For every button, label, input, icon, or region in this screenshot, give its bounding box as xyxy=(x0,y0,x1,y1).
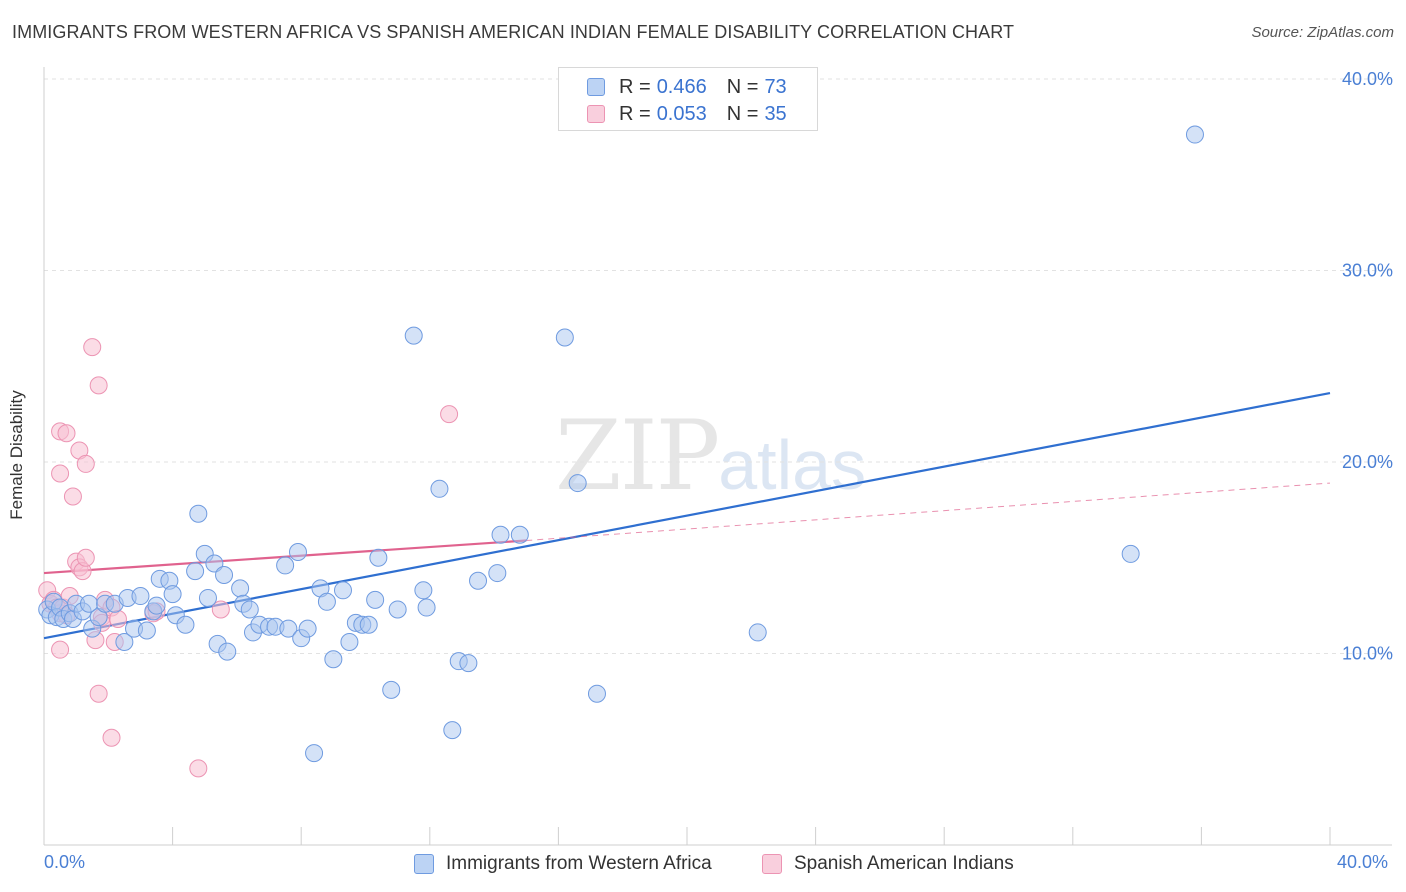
y-tick-label: 30.0% xyxy=(1342,261,1393,281)
data-point-blue xyxy=(305,744,324,763)
data-point-blue xyxy=(430,479,449,498)
chart-title: IMMIGRANTS FROM WESTERN AFRICA VS SPANIS… xyxy=(12,22,1015,42)
data-point-blue xyxy=(369,548,388,567)
data-point-pink xyxy=(211,600,230,619)
data-point-blue xyxy=(404,326,423,345)
legend-n-label: N = xyxy=(726,75,759,98)
legend-row-blue: R = 0.466 N = 73 xyxy=(587,75,787,99)
legend-r-value: 0.466 xyxy=(656,75,707,98)
data-point-blue xyxy=(333,581,352,600)
data-point-blue xyxy=(359,615,378,634)
data-point-blue xyxy=(279,619,298,638)
data-point-blue xyxy=(568,474,587,493)
trend-line-blue xyxy=(43,391,1331,640)
data-point-blue xyxy=(555,328,574,347)
data-point-blue xyxy=(215,565,234,584)
y-tick-label: 10.0% xyxy=(1342,644,1393,664)
data-point-blue xyxy=(240,600,259,619)
data-point-pink xyxy=(440,405,459,424)
data-point-blue xyxy=(491,525,510,544)
data-point-blue xyxy=(748,623,767,642)
y-axis-label: Female Disability xyxy=(7,390,26,520)
bottom-legend-label-blue: Immigrants from Western Africa xyxy=(446,853,712,874)
bottom-legend-pink: Spanish American Indians xyxy=(762,851,1014,877)
watermark-zip: ZIP xyxy=(555,400,720,512)
x-tick-max: 40.0% xyxy=(1337,852,1389,872)
y-tick-labels: 10.0% 20.0% 30.0% 40.0% xyxy=(1342,69,1393,664)
y-tick-label: 20.0% xyxy=(1342,452,1393,472)
bottom-legend-label-pink: Spanish American Indians xyxy=(794,853,1014,874)
data-point-blue xyxy=(176,615,195,634)
data-point-blue xyxy=(317,592,336,611)
data-point-pink xyxy=(51,464,70,483)
data-point-blue xyxy=(218,642,237,661)
data-point-blue xyxy=(231,579,250,598)
bottom-legend-blue: Immigrants from Western Africa xyxy=(414,851,712,877)
legend-r-label: R = xyxy=(619,102,651,125)
data-point-blue xyxy=(510,525,529,544)
legend-n-label: N = xyxy=(726,102,759,125)
data-point-blue xyxy=(131,587,150,606)
watermark: ZIPatlas xyxy=(555,400,866,512)
data-point-blue xyxy=(324,650,343,669)
legend-swatch-pink xyxy=(587,105,605,123)
trend-line-pink-extension xyxy=(526,482,1331,542)
legend-n-value: 73 xyxy=(764,75,787,98)
data-point-blue xyxy=(137,621,156,640)
data-point-blue xyxy=(340,633,359,652)
data-point-pink xyxy=(63,487,82,506)
data-point-blue xyxy=(1185,125,1204,144)
data-point-pink xyxy=(102,728,121,747)
data-point-pink xyxy=(51,640,70,659)
data-point-blue xyxy=(459,654,478,673)
data-point-blue xyxy=(443,721,462,740)
correlation-legend: R = 0.466 N = 73 R = 0.053 N = 35 xyxy=(558,67,818,131)
data-point-blue xyxy=(587,684,606,703)
data-point-pink xyxy=(89,376,108,395)
data-points xyxy=(38,125,1204,778)
data-point-pink xyxy=(89,684,108,703)
data-point-blue xyxy=(147,596,166,615)
watermark-atlas: atlas xyxy=(718,426,867,504)
x-tick-min: 0.0% xyxy=(44,852,86,872)
data-point-blue xyxy=(205,554,224,573)
bottom-legend-swatch-blue xyxy=(414,854,434,874)
source-label: Source: ZipAtlas.com xyxy=(1251,24,1394,41)
data-point-pink xyxy=(76,548,95,567)
data-point-blue xyxy=(488,564,507,583)
legend-row-pink: R = 0.053 N = 35 xyxy=(587,102,787,126)
data-point-blue xyxy=(163,585,182,604)
y-tick-label: 40.0% xyxy=(1342,69,1393,89)
legend-r-value: 0.053 xyxy=(656,102,707,125)
axes xyxy=(43,67,1392,846)
data-point-blue xyxy=(388,600,407,619)
data-point-blue xyxy=(189,504,208,523)
legend-r-label: R = xyxy=(619,75,651,98)
data-point-blue xyxy=(469,571,488,590)
data-point-pink xyxy=(83,338,102,357)
gridlines xyxy=(44,78,1392,654)
data-point-pink xyxy=(189,759,208,778)
data-point-pink xyxy=(57,424,76,443)
bottom-legend-swatch-pink xyxy=(762,854,782,874)
data-point-pink xyxy=(76,454,95,473)
legend-swatch-blue xyxy=(587,78,605,96)
data-point-blue xyxy=(382,680,401,699)
data-point-blue xyxy=(366,590,385,609)
data-point-blue xyxy=(115,633,134,652)
data-point-blue xyxy=(1121,544,1140,563)
data-point-blue xyxy=(417,598,436,617)
data-point-blue xyxy=(414,581,433,600)
data-point-blue xyxy=(298,619,317,638)
data-point-blue xyxy=(276,556,295,575)
data-point-pink xyxy=(108,610,127,629)
legend-n-value: 35 xyxy=(764,102,787,125)
data-point-blue xyxy=(186,562,205,581)
data-point-blue xyxy=(288,543,307,562)
data-point-blue xyxy=(198,588,217,607)
